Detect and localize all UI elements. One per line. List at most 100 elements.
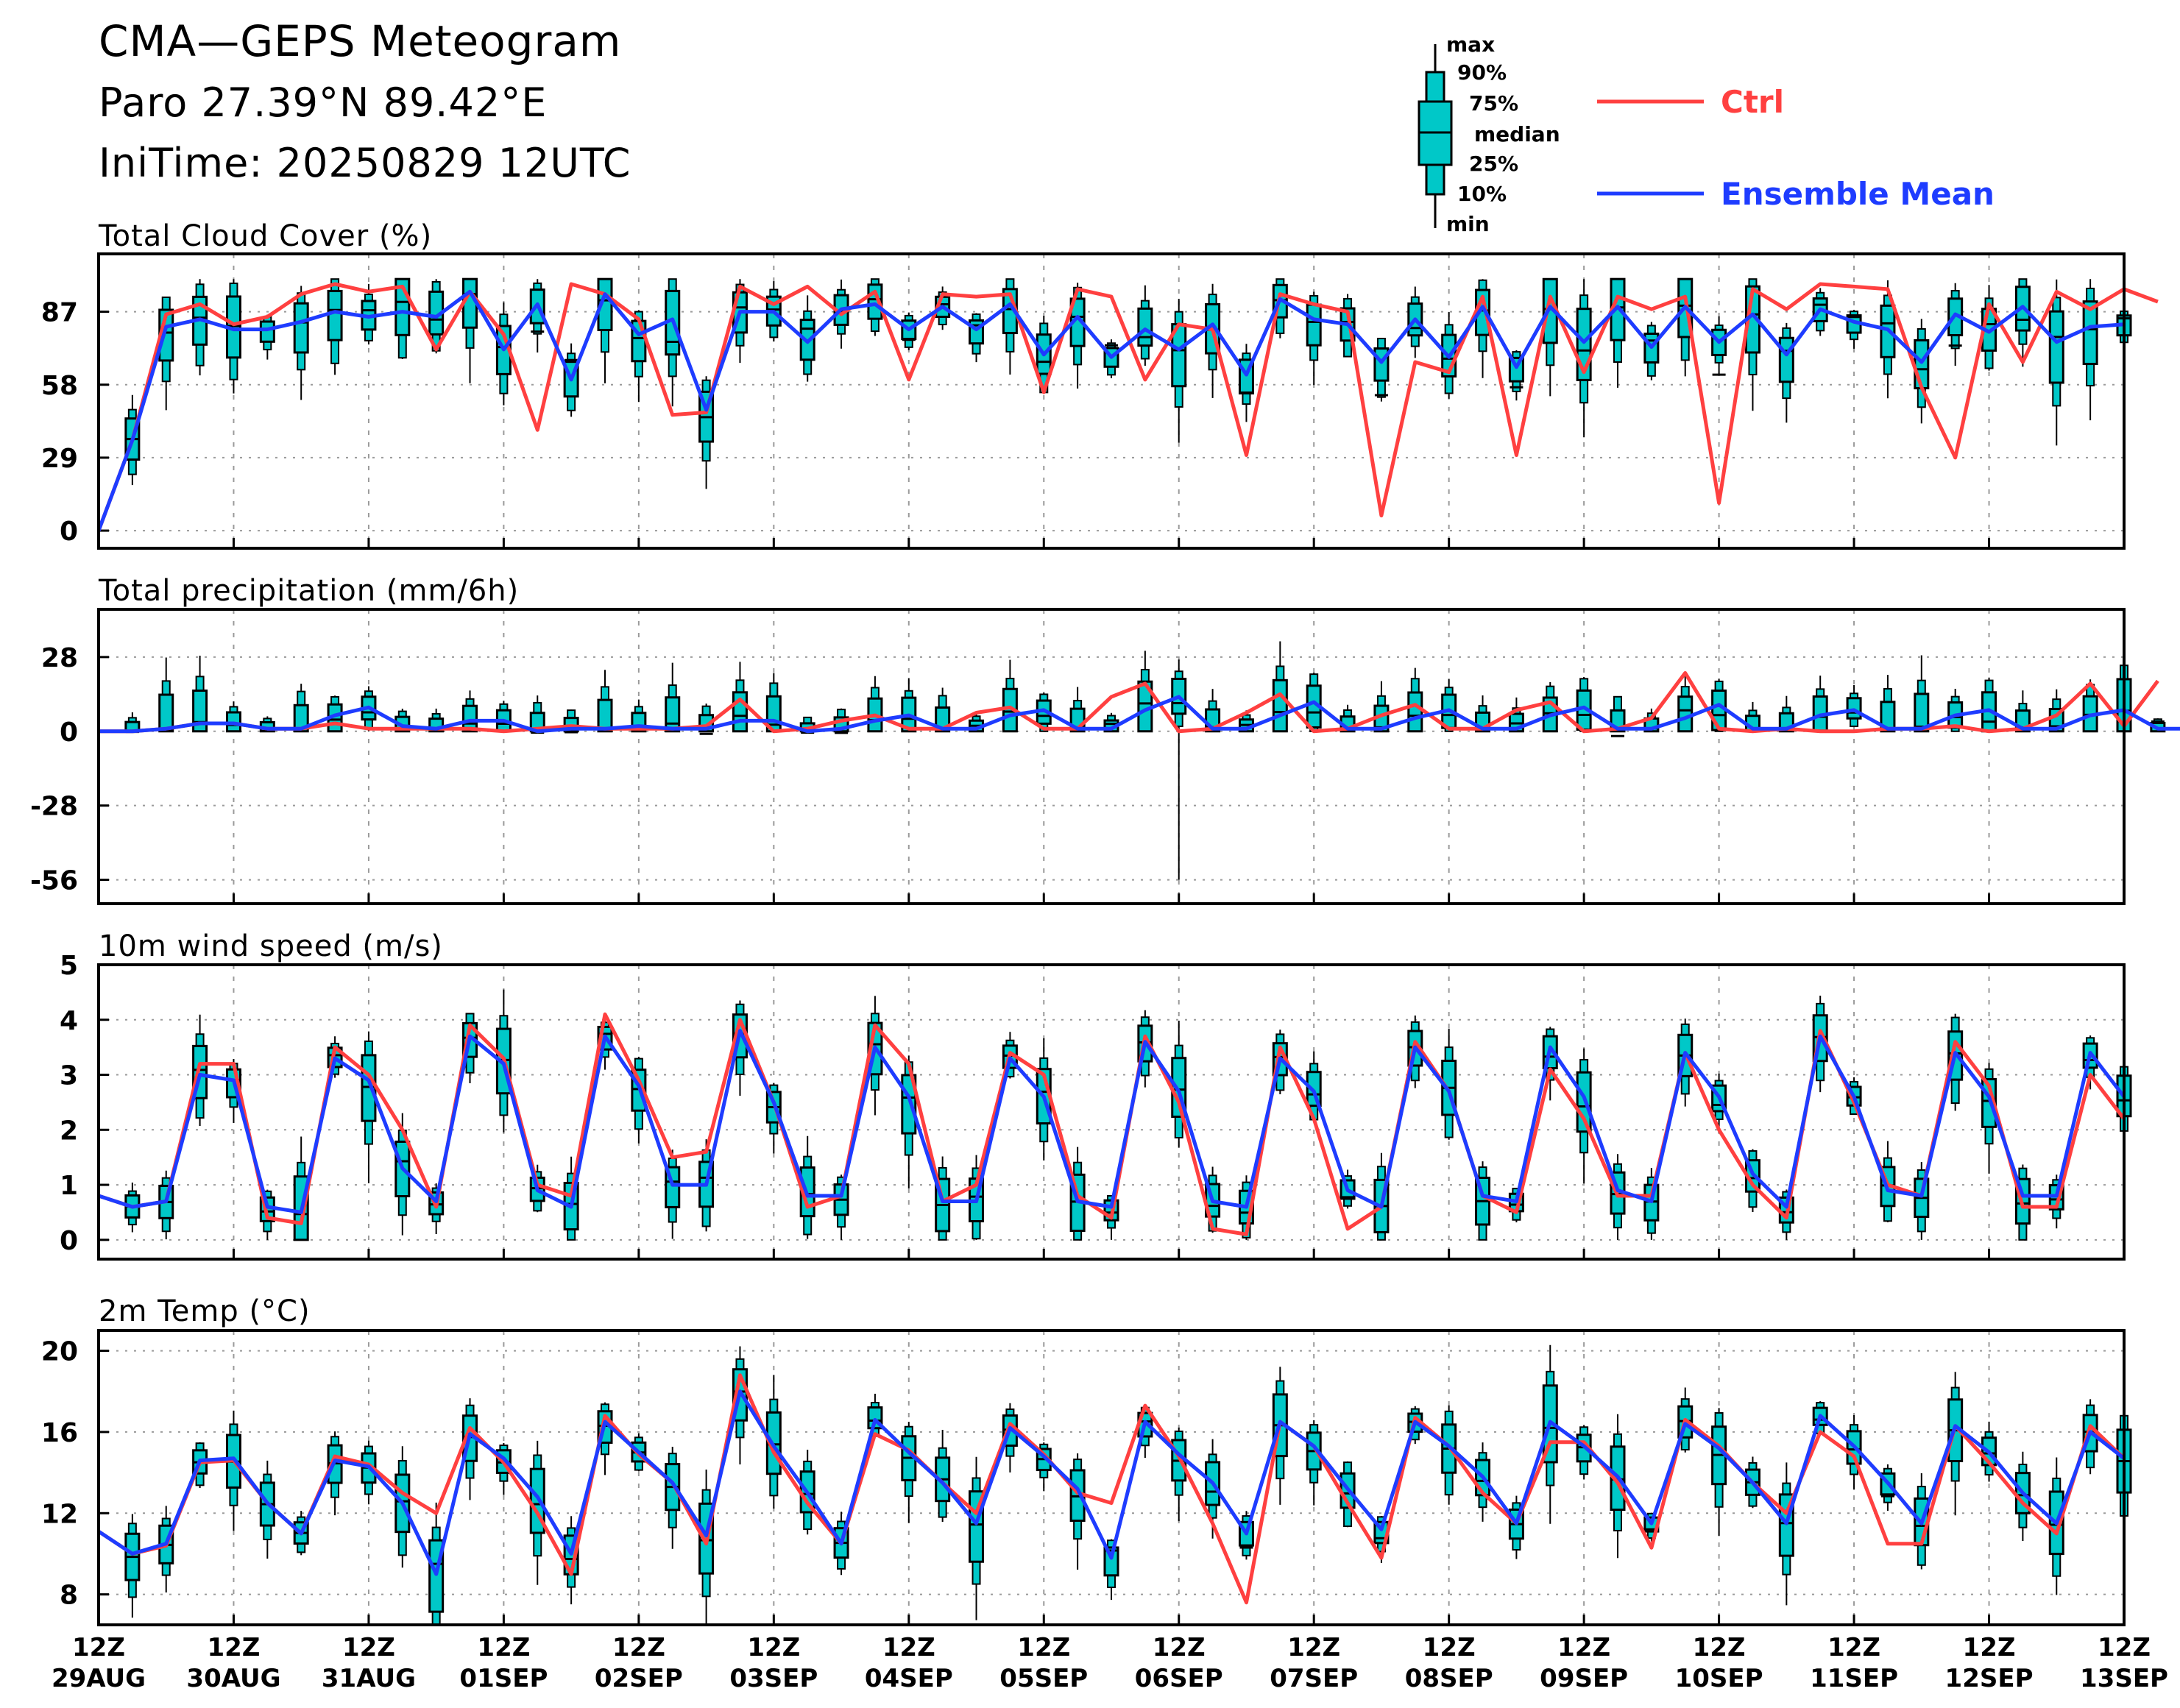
box-member — [969, 1456, 985, 1620]
x-tick-label-hour: 12Z — [72, 1633, 125, 1662]
box-member — [394, 277, 411, 359]
box-inner — [1914, 339, 1930, 390]
box-inner — [1137, 307, 1153, 347]
panel-title-temp: 2m Temp (°C) — [99, 1294, 311, 1328]
x-tick-label-hour: 12Z — [612, 1633, 665, 1662]
box-member — [1778, 322, 1794, 423]
box-member — [2082, 279, 2098, 421]
panel-0: 0 29 58 87 — [41, 252, 2159, 550]
legend-box-label: min — [1446, 212, 1490, 236]
legend-box-label: 10% — [1457, 182, 1507, 206]
x-tick-label-hour: 12Z — [1017, 1633, 1070, 1662]
box-member — [158, 657, 174, 733]
ctrl-line — [98, 1012, 2126, 1236]
y-tick-label: 28 — [41, 643, 78, 673]
box-member — [225, 279, 241, 394]
x-tick-label-date: 30AUG — [186, 1664, 280, 1693]
y-tick-label: 0 — [60, 1226, 78, 1256]
ensemble-mean-line — [97, 1389, 2126, 1576]
y-tick-label: 8 — [60, 1581, 78, 1611]
x-tick-label-hour: 12Z — [1963, 1633, 2016, 1662]
box-inner — [293, 704, 309, 733]
y-tick-label: 0 — [60, 717, 78, 748]
y-tick-label: 20 — [41, 1337, 78, 1367]
box-member — [293, 286, 309, 400]
box-inner — [1407, 691, 1423, 733]
box-member — [1711, 1408, 1727, 1537]
panel-title-precip: Total precipitation (mm/6h) — [99, 574, 520, 608]
legend-ctrl-label: Ctrl — [1721, 84, 1784, 120]
box-member — [259, 314, 275, 360]
box-member — [901, 678, 917, 733]
panel-frame — [97, 252, 2126, 550]
box-member — [158, 1506, 174, 1593]
panel-frame — [97, 1329, 2126, 1626]
x-tick-label-hour: 12Z — [1153, 1633, 1206, 1662]
legend-box-label: 75% — [1469, 91, 1518, 116]
box-member — [1475, 279, 1491, 378]
box-member — [361, 1031, 377, 1183]
x-tick-label-hour: 12Z — [1287, 1633, 1340, 1662]
box-member — [1914, 655, 1930, 733]
legend-box-label: 90% — [1457, 60, 1507, 85]
box-member — [495, 701, 512, 733]
box-member — [495, 302, 512, 405]
y-tick-label: 5 — [60, 951, 78, 981]
box-member — [1373, 1152, 1390, 1241]
box-inner — [1306, 303, 1322, 347]
ensemble-mean-line — [96, 289, 2125, 531]
x-tick-label-hour: 12Z — [1827, 1633, 1880, 1662]
box-member — [124, 712, 141, 734]
x-tick-label-date: 04SEP — [865, 1664, 953, 1693]
box-member — [293, 684, 309, 733]
panel-title-wind: 10m wind speed (m/s) — [99, 929, 443, 963]
ctrl-line — [97, 1373, 2126, 1605]
box-member — [225, 1410, 241, 1531]
box-member — [1981, 677, 1997, 733]
box-inner — [2082, 300, 2098, 366]
panel-3: 8 12 16 20 — [41, 1329, 2132, 1626]
x-axis: 12Z29AUG12Z30AUG12Z31AUG12Z01SEP12Z02SEP… — [52, 1633, 2168, 1693]
x-tick-label-date: 29AUG — [52, 1664, 146, 1693]
ensemble-mean-line — [98, 1029, 2126, 1214]
x-tick-label-date: 07SEP — [1270, 1664, 1358, 1693]
x-tick-label-hour: 12Z — [1557, 1633, 1610, 1662]
x-tick-label-date: 05SEP — [999, 1664, 1088, 1693]
panel-title-cloud: Total Cloud Cover (%) — [99, 219, 433, 253]
ensemble-mean-line — [99, 695, 2180, 734]
panel-frame — [97, 608, 2126, 905]
box-member — [1812, 676, 1828, 732]
y-tick-label: 58 — [41, 371, 78, 401]
y-tick-label: 87 — [41, 298, 78, 328]
y-tick-label: 12 — [41, 1499, 78, 1529]
x-tick-label-date: 03SEP — [729, 1664, 818, 1693]
x-tick-label-date: 13SEP — [2080, 1664, 2168, 1693]
box-inner — [327, 289, 343, 341]
x-tick-label-date: 06SEP — [1135, 1664, 1223, 1693]
box-member — [631, 310, 647, 403]
y-tick-label: 2 — [60, 1116, 78, 1146]
x-tick-label-hour: 12Z — [207, 1633, 260, 1662]
box-member — [2048, 1457, 2064, 1595]
x-tick-label-hour: 12Z — [747, 1633, 800, 1662]
box-member — [1306, 1420, 1322, 1506]
x-tick-label-date: 11SEP — [1810, 1664, 1898, 1693]
box-member — [192, 656, 208, 733]
box-member — [1677, 674, 1694, 733]
box-member — [1238, 344, 1254, 422]
x-tick-label-date: 10SEP — [1675, 1664, 1763, 1693]
box-member — [1778, 1462, 1794, 1606]
box-member — [259, 1460, 275, 1559]
box-member — [665, 1447, 681, 1549]
x-tick-label-date: 31AUG — [322, 1664, 416, 1693]
y-tick-label: 29 — [41, 444, 78, 474]
legend-mean-label: Ensemble Mean — [1721, 176, 1995, 212]
box-member — [1373, 338, 1390, 402]
legend-box-label: max — [1446, 32, 1495, 57]
box-member — [1914, 1162, 1930, 1240]
box-member — [1846, 309, 1862, 349]
legend-box-label: median — [1474, 122, 1560, 146]
box-member — [327, 278, 343, 375]
box-member — [901, 312, 917, 350]
